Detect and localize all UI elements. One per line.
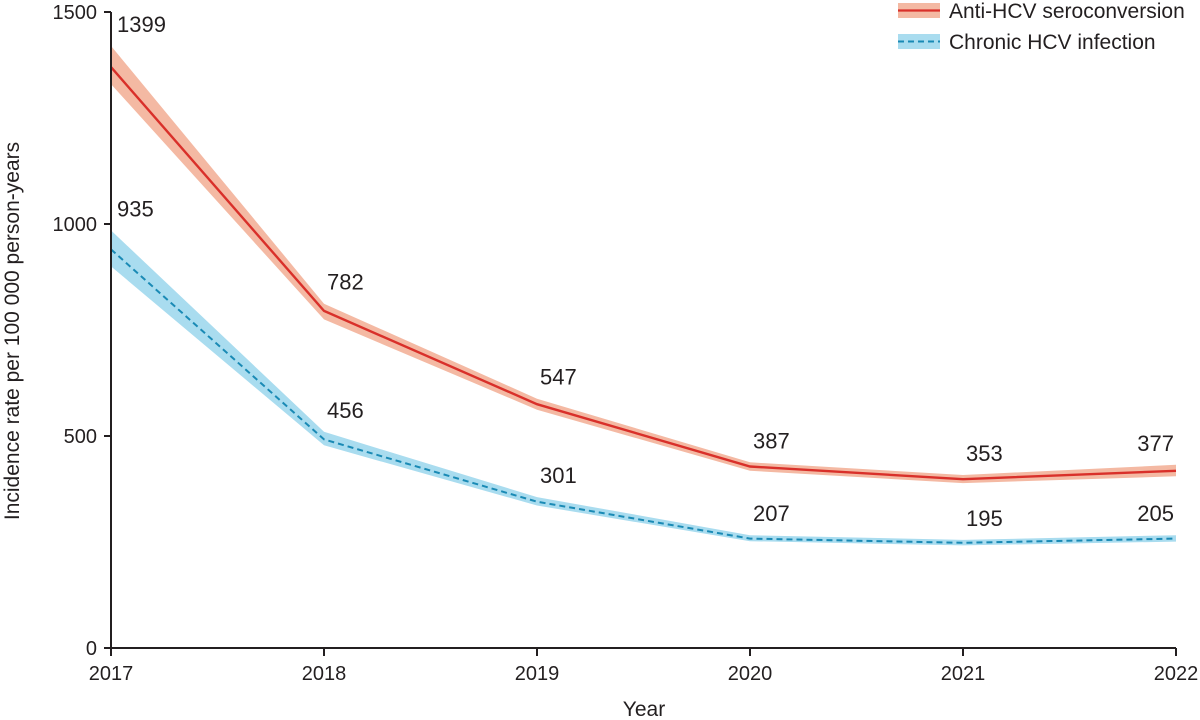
- data-label-chronic-hcv-2019: 301: [540, 463, 577, 488]
- legend-label-chronic-hcv: Chronic HCV infection: [949, 31, 1156, 54]
- confidence-band-chronic-hcv: [111, 230, 1176, 546]
- data-label-anti-hcv-2021: 353: [966, 441, 1003, 466]
- y-tick-label-0: 0: [86, 638, 97, 660]
- legend-label-anti-hcv: Anti-HCV seroconversion: [949, 0, 1185, 23]
- x-tick-label-2022: 2022: [1154, 663, 1199, 685]
- series-line-anti-hcv: [110, 66, 1177, 481]
- axis-ticks: 0 500 1000 1500 2017 2018 2019 2020 2021 2022: [53, 2, 1199, 685]
- x-axis-title: Year: [623, 698, 665, 720]
- data-label-chronic-hcv-2020: 207: [753, 501, 790, 526]
- series-line-chronic-hcv: [110, 248, 1177, 544]
- data-label-chronic-hcv-2022: 205: [1137, 501, 1174, 526]
- x-tick-label-2019: 2019: [515, 663, 560, 685]
- legend-entry-chronic-hcv: Chronic HCV infection: [898, 31, 1156, 54]
- x-tick-label-2020: 2020: [728, 663, 773, 685]
- y-tick-label-500: 500: [64, 426, 97, 448]
- x-tick-label-2017: 2017: [89, 663, 134, 685]
- confidence-bands: [111, 45, 1176, 546]
- y-axis-title: Incidence rate per 100 000 person-years: [1, 142, 24, 520]
- y-tick-label-1500: 1500: [53, 2, 98, 24]
- data-label-chronic-hcv-2018: 456: [327, 398, 364, 423]
- data-label-anti-hcv-2022: 377: [1137, 431, 1174, 456]
- x-tick-label-2018: 2018: [302, 663, 347, 685]
- data-label-anti-hcv-2020: 387: [753, 428, 790, 453]
- x-tick-label-2021: 2021: [941, 663, 986, 685]
- series-lines: [110, 66, 1177, 544]
- data-label-anti-hcv-2017: 1399: [117, 12, 166, 37]
- data-label-anti-hcv-2019: 547: [540, 365, 577, 390]
- axes: [110, 12, 1176, 649]
- data-label-chronic-hcv-2017: 935: [117, 196, 154, 221]
- data-label-anti-hcv-2018: 782: [327, 270, 364, 295]
- confidence-band-anti-hcv: [111, 45, 1176, 484]
- data-labels: 1399 782 547 387 353 377 935 456 301 207 195 205: [117, 12, 1174, 531]
- legend-entry-anti-hcv: Anti-HCV seroconversion: [898, 0, 1185, 23]
- y-tick-label-1000: 1000: [53, 214, 98, 236]
- data-label-chronic-hcv-2021: 195: [966, 506, 1003, 531]
- legend: Anti-HCV seroconversion Chronic HCV infe…: [898, 0, 1185, 54]
